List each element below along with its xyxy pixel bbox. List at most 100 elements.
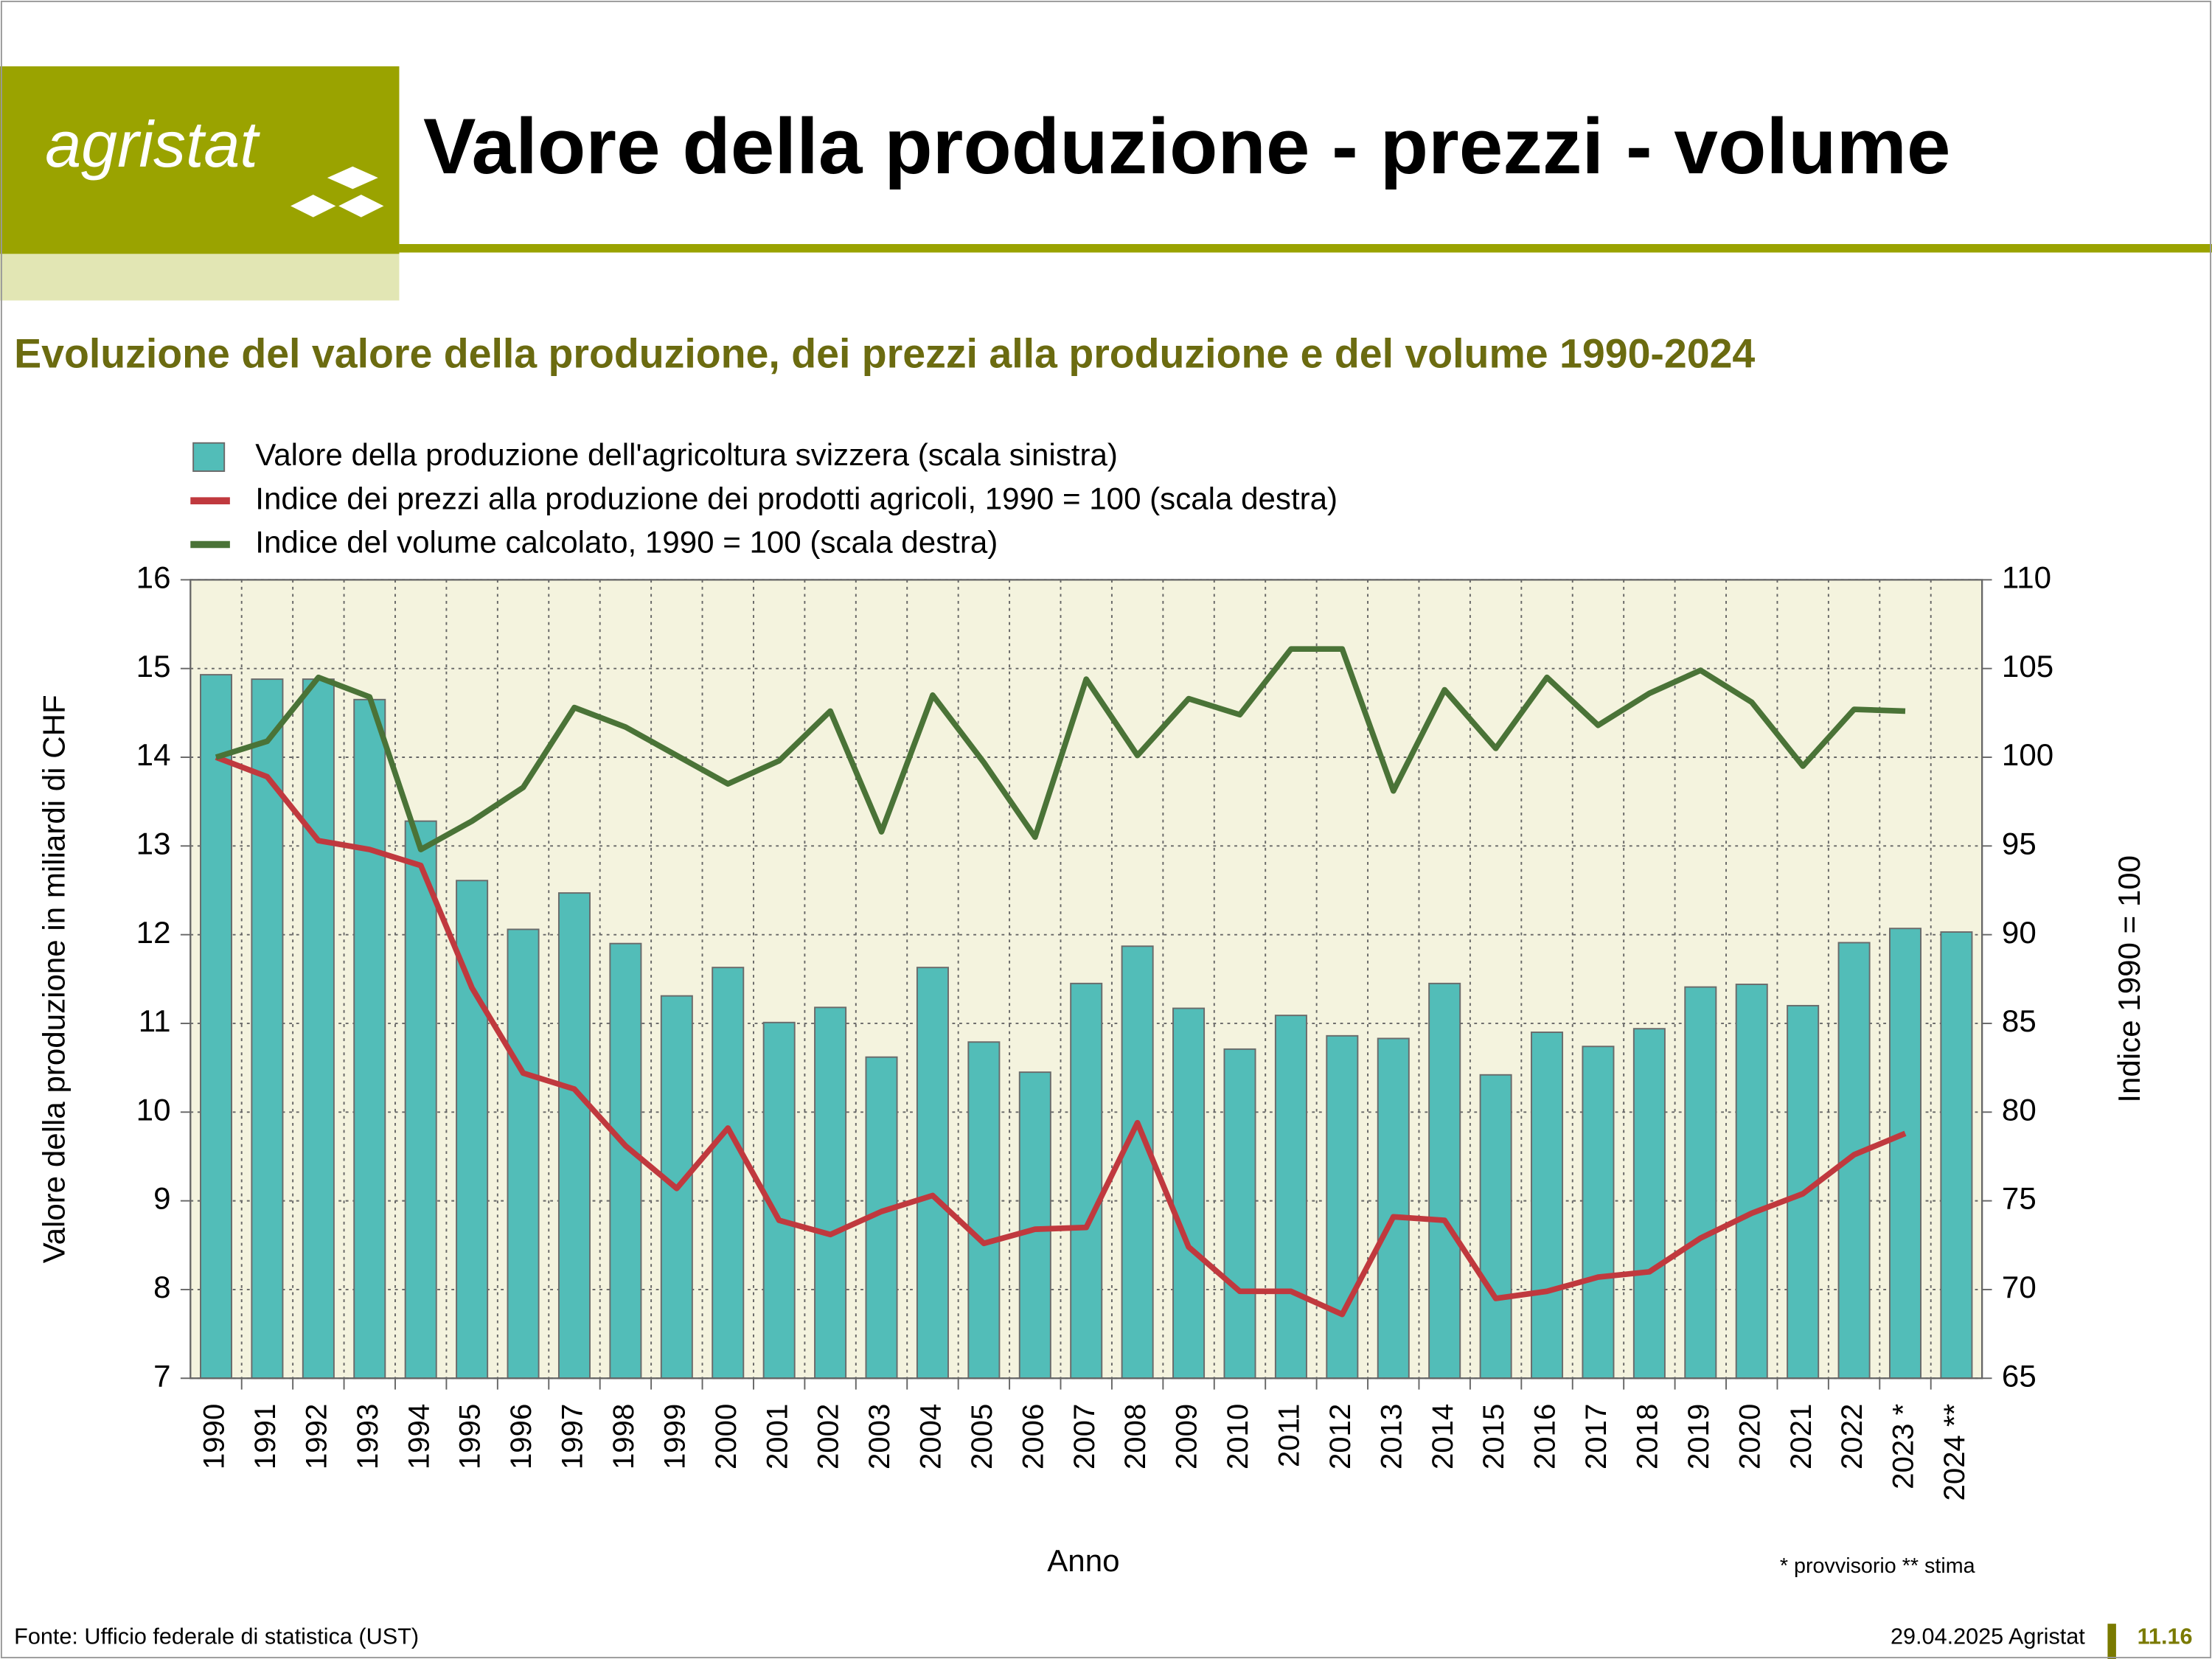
x-tick-label: 2023 * — [1887, 1404, 1920, 1489]
line — [215, 646, 1906, 852]
y2-tick-label: 110 — [2002, 560, 2051, 594]
bar — [609, 942, 642, 1380]
source: Fonte: Ufficio federale di statistica (U… — [14, 1624, 419, 1649]
y-tick-label: 14 — [136, 737, 171, 772]
y2-tick-label: 100 — [2002, 737, 2053, 772]
x-tick-label: 2014 — [1426, 1404, 1459, 1470]
x-tick-label: 2013 — [1374, 1404, 1408, 1470]
bar — [1018, 1071, 1051, 1380]
bar — [967, 1041, 1001, 1380]
x-tick-label: 2001 — [760, 1404, 793, 1470]
y2-tick-label: 65 — [2002, 1358, 2037, 1393]
bar — [557, 892, 591, 1380]
logo-band — [0, 254, 400, 301]
bar — [1888, 928, 1922, 1380]
page-title: Valore della produzione - prezzi - volum… — [423, 102, 1950, 190]
y-tick-label: 11 — [139, 1004, 171, 1038]
bar — [1632, 1028, 1666, 1380]
header-rule — [399, 243, 2212, 253]
y-tick-label: 7 — [153, 1358, 170, 1393]
bar — [302, 678, 335, 1380]
x-tick-label: 2011 — [1273, 1404, 1306, 1467]
page-number: 11.16 — [2138, 1624, 2193, 1649]
x-tick-label: 2019 — [1682, 1404, 1715, 1470]
y2-tick-label: 90 — [2002, 915, 2037, 950]
y-tick-label: 9 — [153, 1181, 170, 1216]
y2-tick-label: 85 — [2002, 1004, 2037, 1038]
x-tick-label: 2020 — [1733, 1404, 1766, 1470]
x-tick-label: 2004 — [914, 1404, 947, 1470]
y-tick-label: 8 — [153, 1270, 170, 1304]
x-tick-label: 1998 — [607, 1404, 640, 1470]
x-tick-label: 2018 — [1630, 1404, 1663, 1470]
x-tick-label: 2002 — [812, 1404, 845, 1470]
bar — [712, 967, 745, 1380]
x-tick-label: 2006 — [1016, 1404, 1049, 1470]
bar — [1121, 945, 1154, 1380]
bar — [916, 967, 949, 1380]
legend-label: Valore della produzione dell'agricoltura… — [255, 437, 1118, 472]
x-tick-label: 1992 — [299, 1404, 333, 1470]
bar — [1428, 982, 1461, 1380]
legend-label: Indice del volume calcolato, 1990 = 100 … — [255, 525, 998, 560]
legend-label: Indice dei prezzi alla produzione dei pr… — [255, 481, 1338, 515]
date: 29.04.2025 Agristat — [1891, 1624, 2085, 1649]
x-tick-label: 1994 — [402, 1404, 435, 1470]
x-tick-label: 2009 — [1170, 1404, 1203, 1470]
y-axis-title: Valore della produzione in miliardi di C… — [37, 695, 72, 1263]
bar — [404, 820, 437, 1380]
x-axis-title: Anno — [1047, 1543, 1119, 1578]
x-tick-label: 2016 — [1528, 1404, 1562, 1470]
bar — [1735, 984, 1768, 1380]
bar — [353, 698, 386, 1380]
bar — [1479, 1074, 1512, 1380]
y2-axis-title: Indice 1990 = 100 — [2112, 855, 2146, 1103]
line — [215, 754, 1907, 1318]
y2-tick-label: 95 — [2002, 826, 2037, 860]
bar — [1070, 982, 1103, 1380]
x-tick-label: 2000 — [709, 1404, 742, 1470]
bar — [1582, 1046, 1615, 1380]
bar — [1377, 1037, 1410, 1380]
x-tick-label: 2021 — [1784, 1404, 1818, 1470]
bar — [814, 1006, 847, 1380]
y2-tick-label: 70 — [2002, 1270, 2037, 1304]
note: * provvisorio ** stima — [1780, 1554, 1975, 1578]
x-tick-label: 1990 — [198, 1404, 231, 1470]
y-tick-label: 12 — [136, 915, 171, 950]
x-tick-label: 2008 — [1119, 1404, 1152, 1470]
bar — [1531, 1032, 1564, 1380]
y-tick-label: 15 — [136, 649, 171, 684]
x-tick-label: 1995 — [453, 1404, 487, 1470]
legend-swatch — [192, 442, 226, 472]
bar — [1223, 1048, 1256, 1380]
logo-box — [0, 66, 400, 254]
x-tick-label: 2005 — [965, 1404, 998, 1470]
bar — [1326, 1034, 1359, 1380]
bar — [1274, 1015, 1307, 1380]
x-tick-label: 2007 — [1068, 1404, 1101, 1470]
y-tick-label: 16 — [136, 560, 171, 594]
y-tick-label: 10 — [136, 1092, 171, 1127]
bar — [1940, 931, 1973, 1380]
footer-bar — [2107, 1624, 2116, 1659]
logo-text: agristat — [45, 108, 260, 181]
x-tick-label: 1993 — [351, 1404, 384, 1470]
x-tick-label: 2017 — [1579, 1404, 1613, 1470]
y2-tick-label: 80 — [2002, 1092, 2037, 1127]
x-tick-label: 2024 ** — [1938, 1404, 1971, 1501]
bar — [1172, 1007, 1206, 1380]
x-tick-label: 1999 — [658, 1404, 691, 1470]
x-tick-label: 2022 — [1835, 1404, 1868, 1470]
x-tick-label: 2003 — [863, 1404, 896, 1470]
plot-frame — [189, 579, 1983, 1380]
y2-tick-label: 105 — [2002, 649, 2053, 684]
x-tick-label: 2012 — [1324, 1404, 1357, 1470]
x-tick-label: 2015 — [1477, 1404, 1510, 1470]
y-tick-label: 13 — [136, 826, 171, 860]
bar — [200, 674, 233, 1380]
bar — [507, 928, 540, 1380]
x-tick-label: 2010 — [1221, 1404, 1254, 1470]
